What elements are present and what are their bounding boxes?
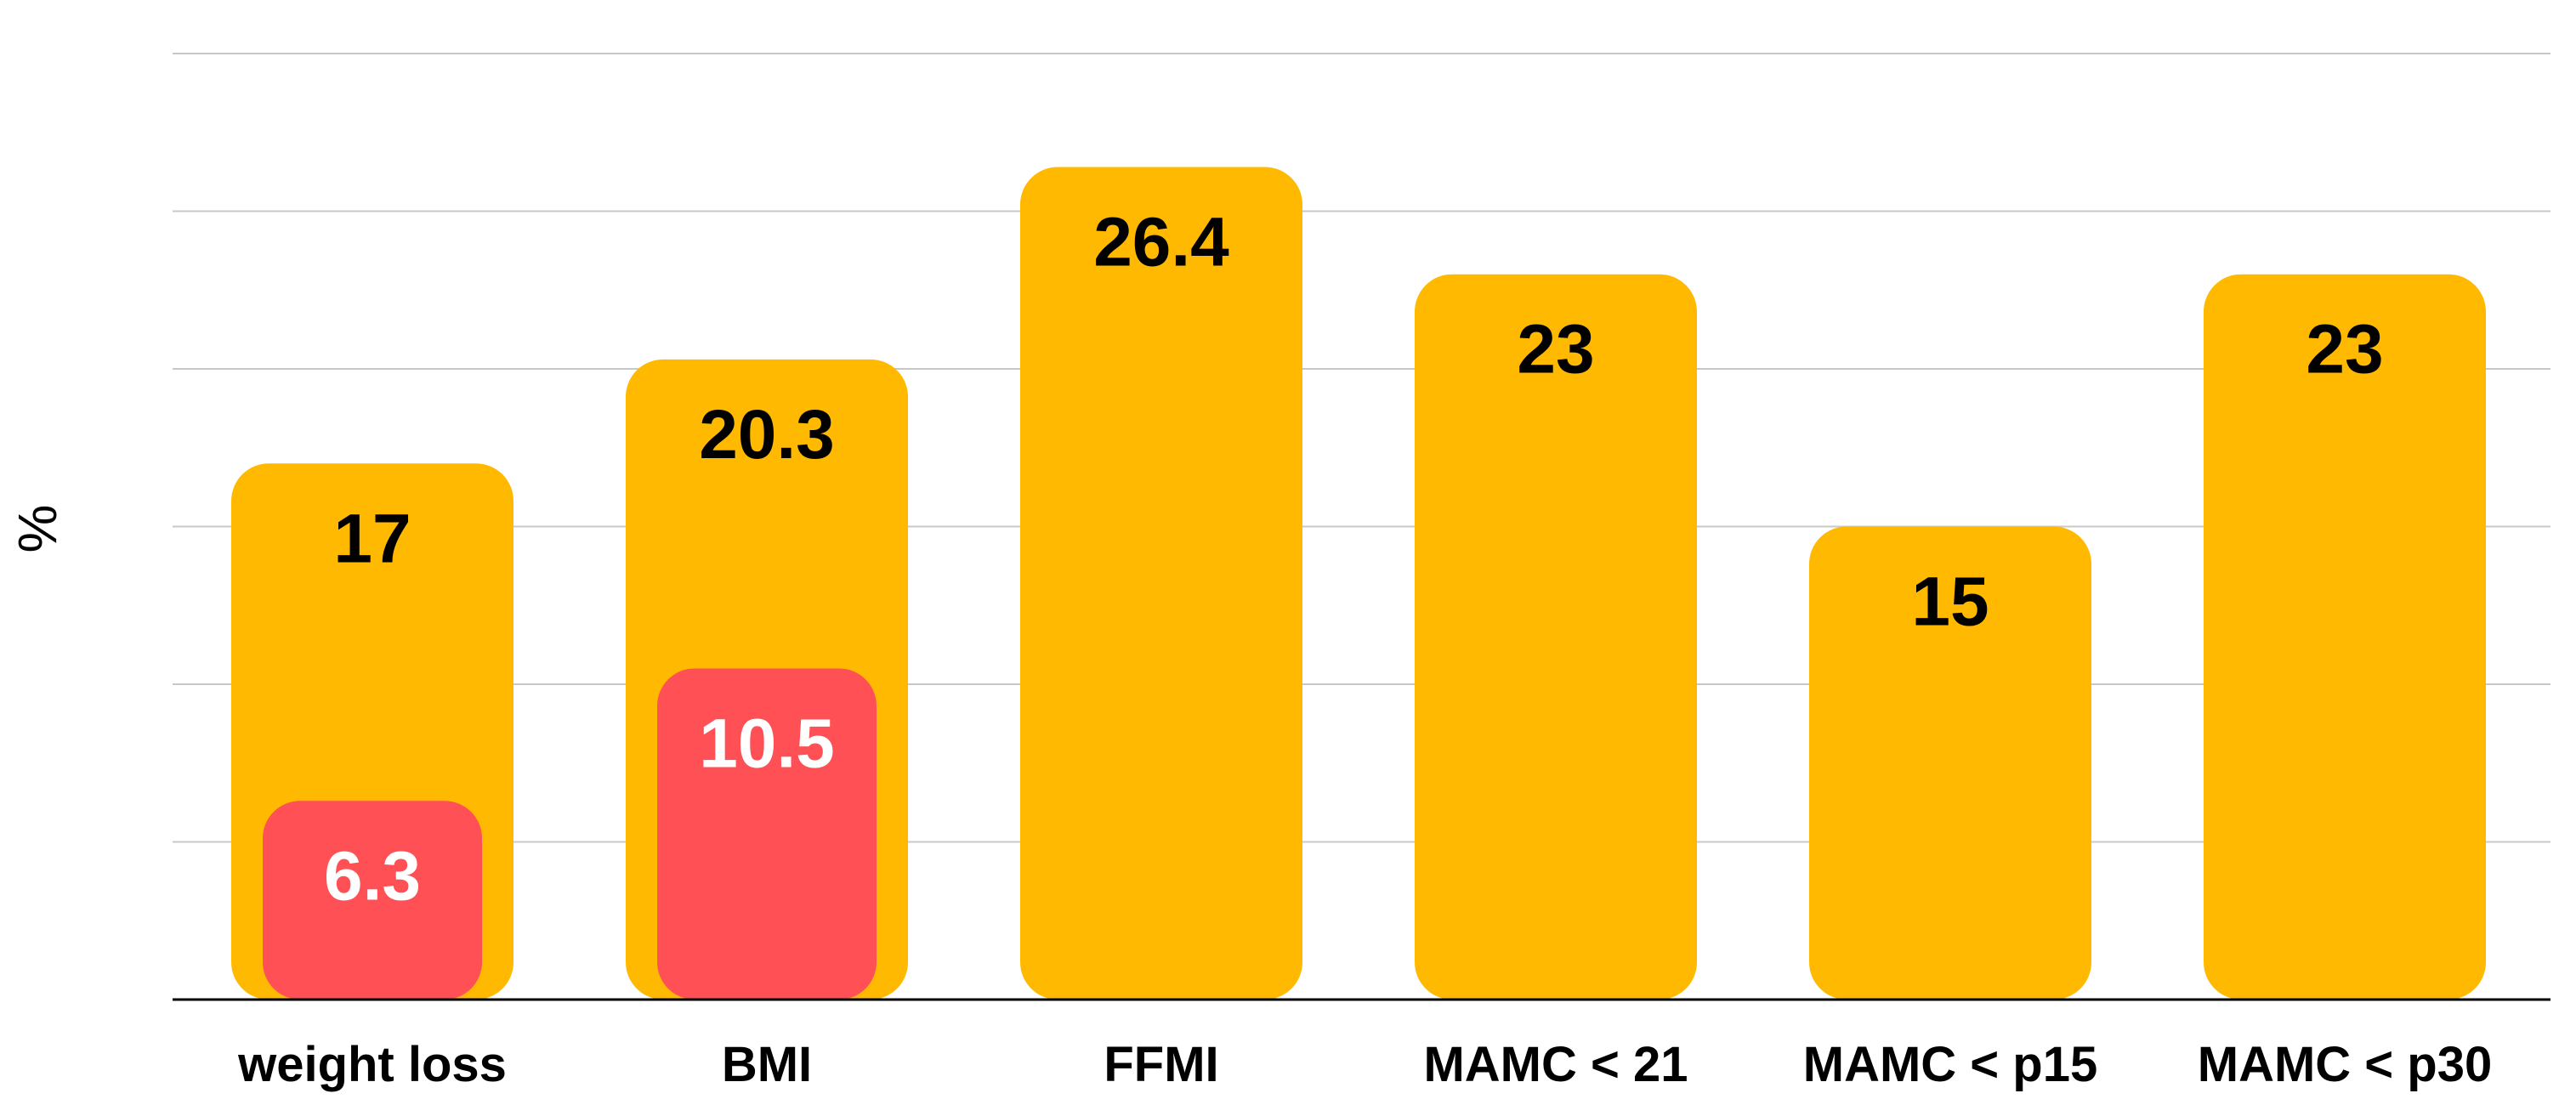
data-label: 23: [1517, 311, 1594, 388]
data-label: 26.4: [1093, 204, 1229, 281]
bar: [1020, 167, 1302, 1000]
inner-bar: [263, 801, 482, 1000]
x-tick-labels: weight loss BMI FFMI MAMC < 21 MAMC < p15 MAM…: [237, 1037, 2492, 1092]
data-label: 20.3: [699, 396, 835, 473]
data-label: 17: [333, 500, 411, 577]
bar: [1809, 526, 2091, 1000]
x-tick-label: MAMC < p15: [1803, 1037, 2097, 1092]
bar: [1415, 274, 1697, 1000]
x-tick-label: FFMI: [1104, 1037, 1218, 1092]
bar: [2204, 274, 2486, 1000]
data-label: 15: [1911, 564, 1989, 641]
inner-bar: [657, 668, 877, 1000]
gridlines: [173, 53, 2550, 843]
x-tick-label: BMI: [722, 1037, 812, 1092]
x-tick-label: MAMC < 21: [1423, 1037, 1688, 1092]
data-label: 6.3: [324, 837, 421, 915]
x-tick-label: weight loss: [237, 1037, 507, 1092]
data-label: 23: [2306, 311, 2383, 388]
x-tick-label: MAMC < p30: [2198, 1037, 2492, 1092]
bars: 17 6.3 20.3 10.5 26.4 23 15 23: [231, 167, 2486, 1000]
y-axis-label: %: [7, 505, 68, 553]
data-label: 10.5: [699, 705, 835, 782]
